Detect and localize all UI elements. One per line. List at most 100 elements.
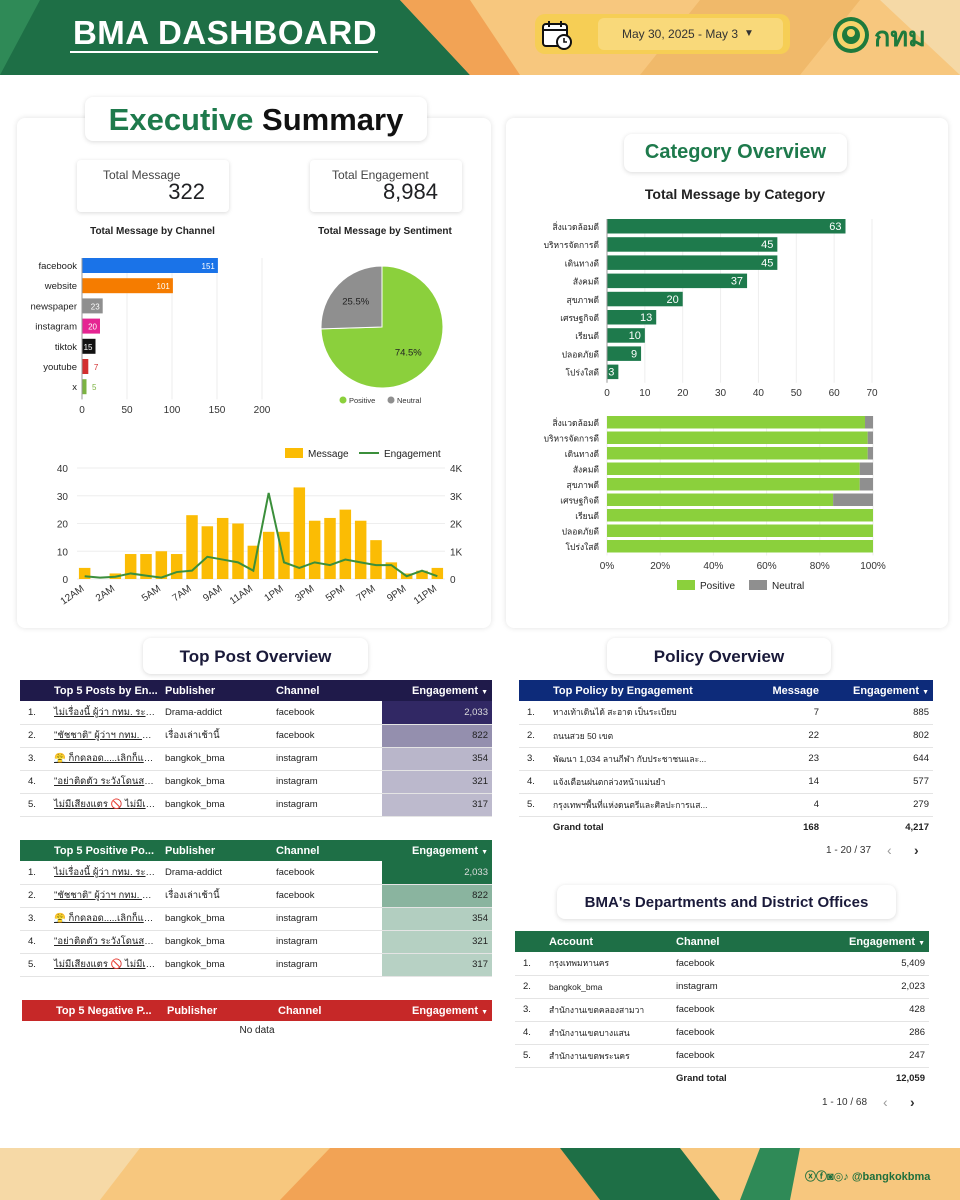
top-positive-posts-table: Top 5 Positive Po... Publisher Channel E… (20, 840, 492, 977)
table-row[interactable]: 1. ไม่เรื่องนี้ ผู้ว่า กทม. ระบุว่า... Dra… (20, 701, 492, 725)
category-label: tiktok (55, 342, 77, 353)
kpi-label: Total Engagement (332, 168, 429, 182)
calendar-icon[interactable] (540, 18, 574, 52)
row-index: 5. (515, 1044, 545, 1068)
table-row[interactable]: 5. ไม่มีเสียงแตร 🚫 ไม่มีเสีย... bangkok_bm… (20, 953, 492, 977)
category-label: สังคมดี (573, 277, 599, 287)
table-row[interactable]: 4. สำนักงานเขตบางแสน facebook 286 (515, 1021, 929, 1045)
table-row[interactable]: 2. ถนนสวย 50 เขต 22 802 (519, 724, 933, 748)
column-header-channel[interactable]: Channel (276, 684, 320, 697)
table-row[interactable]: 2. bangkok_bma instagram 2,023 (515, 975, 929, 999)
next-page-icon[interactable]: › (914, 842, 919, 858)
post-link[interactable]: 😤 ก็กดลอด.....เลิกก็แล้ว... (50, 907, 161, 931)
bar-segment (607, 431, 868, 444)
bar-segment (607, 447, 868, 460)
table-row[interactable]: 1. ไม่เรื่องนี้ ผู้ว่า กทม. ระบุว่า... Dra… (20, 861, 492, 885)
x-icon[interactable]: ⓧ (805, 1171, 816, 1183)
column-header-post[interactable]: Top 5 Negative P... (56, 1004, 152, 1017)
account-cell: สำนักงานเขตคลองสามวา (545, 998, 672, 1022)
table-row[interactable]: 2. "ชัชชาติ" ผู้ว่าฯ กทม. แจง... เรื่องเล่… (20, 724, 492, 748)
data-label: 13 (640, 312, 652, 324)
channel-cell: facebook (672, 1044, 799, 1068)
table-row[interactable]: 3. 😤 ก็กดลอด.....เลิกก็แล้ว... bangkok_bma… (20, 747, 492, 771)
data-label: 5 (92, 383, 97, 392)
bar (607, 273, 748, 289)
message-cell: 22 (733, 724, 823, 748)
chevron-down-icon[interactable]: ▼ (744, 28, 754, 39)
column-header-engagement[interactable]: Engagement ▼ (411, 684, 488, 697)
legend-marker (285, 448, 303, 458)
post-link[interactable]: 😤 ก็กดลอด.....เลิกก็แล้ว... (50, 747, 161, 771)
table-row[interactable]: 5. สำนักงานเขตพระนคร facebook 247 (515, 1044, 929, 1068)
column-header-publisher[interactable]: Publisher (165, 844, 216, 857)
bar (78, 567, 91, 579)
table-row[interactable]: 1. ทางเท้าเดินได้ สะอาด เป็นระเบียบ 7 885 (519, 701, 933, 725)
column-header-publisher[interactable]: Publisher (167, 1004, 218, 1017)
x-tick-label: 7AM (171, 583, 194, 604)
policy-table: Top Policy by Engagement Message Engagem… (519, 680, 933, 839)
post-link[interactable]: ไม่เรื่องนี้ ผู้ว่า กทม. ระบุว่า... (50, 861, 161, 885)
column-header-policy[interactable]: Top Policy by Engagement (553, 684, 693, 697)
next-page-icon[interactable]: › (910, 1094, 915, 1110)
engagement-cell: 802 (823, 724, 933, 748)
engagement-cell: 885 (823, 701, 933, 725)
column-header-engagement[interactable]: Engagement ▼ (411, 844, 488, 857)
column-header-channel[interactable]: Channel (676, 935, 720, 948)
post-link[interactable]: ไม่มีเสียงแตร 🚫 ไม่มีเสีย... (50, 793, 161, 817)
category-bar-chart: 0 10 20 30 40 50 60 70 สิ่งแวดล้อมดี 63 บริหารจัดก… (544, 219, 878, 399)
data-label: 20 (88, 323, 97, 332)
facebook-icon[interactable]: ⓕ (816, 1171, 827, 1183)
column-header-channel[interactable]: Channel (278, 1004, 322, 1017)
publisher-cell: bangkok_bma (161, 953, 272, 977)
bar (247, 545, 260, 579)
column-header-account[interactable]: Account (549, 935, 593, 948)
column-header-message[interactable]: Message (772, 684, 819, 697)
table-row[interactable]: 4. "อย่าติดตัว ระวังโดนสอย!... bangkok_bma… (20, 770, 492, 794)
instagram-icon[interactable]: ◎ (833, 1171, 844, 1183)
x-tick-label: 50 (791, 388, 803, 399)
table-row[interactable]: 1. กรุงเทพมหานคร facebook 5,409 (515, 952, 929, 976)
data-label: 7 (94, 363, 99, 372)
table-row[interactable]: 3. 😤 ก็กดลอด.....เลิกก็แล้ว... bangkok_bma… (20, 907, 492, 931)
publisher-cell: Drama-addict (161, 861, 272, 885)
channel-cell: facebook (672, 1021, 799, 1045)
table-row[interactable]: 3. สำนักงานเขตคลองสามวา facebook 428 (515, 998, 929, 1022)
column-header-engagement[interactable]: Engagement ▼ (852, 684, 929, 697)
column-header-post[interactable]: Top 5 Posts by En... (54, 684, 158, 697)
prev-page-icon[interactable]: ‹ (887, 842, 892, 858)
table-row[interactable]: 3. พัฒนา 1,034 ลานกีฬา กับประชาชนและ... 23… (519, 747, 933, 771)
column-header-engagement[interactable]: Engagement ▼ (411, 1004, 488, 1017)
social-handle[interactable]: @bangkokbma (851, 1171, 931, 1183)
row-index: 1. (519, 701, 549, 725)
post-link[interactable]: "ชัชชาติ" ผู้ว่าฯ กทม. แจง... (50, 724, 161, 748)
post-link[interactable]: "อย่าติดตัว ระวังโดนสอย!... (50, 930, 161, 954)
post-link[interactable]: ไม่เรื่องนี้ ผู้ว่า กทม. ระบุว่า... (50, 701, 161, 725)
prev-page-icon[interactable]: ‹ (883, 1094, 888, 1110)
line-icon[interactable]: ◙ (827, 1171, 834, 1183)
data-label: 3 (608, 367, 614, 379)
column-header-engagement[interactable]: Engagement ▼ (848, 935, 925, 948)
table-row[interactable]: 5. กรุงเทพฯพื้นที่แห่งดนตรีและศิลปะการแส.… (519, 793, 933, 817)
publisher-cell: bangkok_bma (161, 907, 272, 931)
x-tick-label: 200 (254, 405, 271, 416)
post-link[interactable]: ไม่มีเสียงแตร 🚫 ไม่มีเสีย... (50, 953, 161, 977)
table-row[interactable]: 4. แจ้งเตือนฝนตกล่วงหน้าแม่นยำ 14 577 (519, 770, 933, 794)
data-label: 10 (629, 330, 641, 342)
y-tick-label: 0 (62, 575, 68, 586)
table-row[interactable]: 4. "อย่าติดตัว ระวังโดนสอย!... bangkok_bma… (20, 930, 492, 954)
table-row[interactable]: 2. "ชัชชาติ" ผู้ว่าฯ กทม. แจง... เรื่องเล่… (20, 884, 492, 908)
engagement-cell: 822 (382, 724, 492, 748)
x-tick-label: 10 (639, 388, 651, 399)
tiktok-icon[interactable]: ♪ (843, 1171, 849, 1183)
column-header-post[interactable]: Top 5 Positive Po... (54, 844, 155, 857)
date-range-value[interactable]: May 30, 2025 - May 3 (598, 18, 783, 50)
engagement-cell: 577 (823, 770, 933, 794)
bar (82, 298, 103, 314)
bar (324, 517, 336, 579)
table-row[interactable]: 5. ไม่มีเสียงแตร 🚫 ไม่มีเสีย... bangkok_bm… (20, 793, 492, 817)
post-link[interactable]: "ชัชชาติ" ผู้ว่าฯ กทม. แจง... (50, 884, 161, 908)
legend-marker (387, 396, 395, 404)
column-header-publisher[interactable]: Publisher (165, 684, 216, 697)
column-header-channel[interactable]: Channel (276, 844, 320, 857)
post-link[interactable]: "อย่าติดตัว ระวังโดนสอย!... (50, 770, 161, 794)
